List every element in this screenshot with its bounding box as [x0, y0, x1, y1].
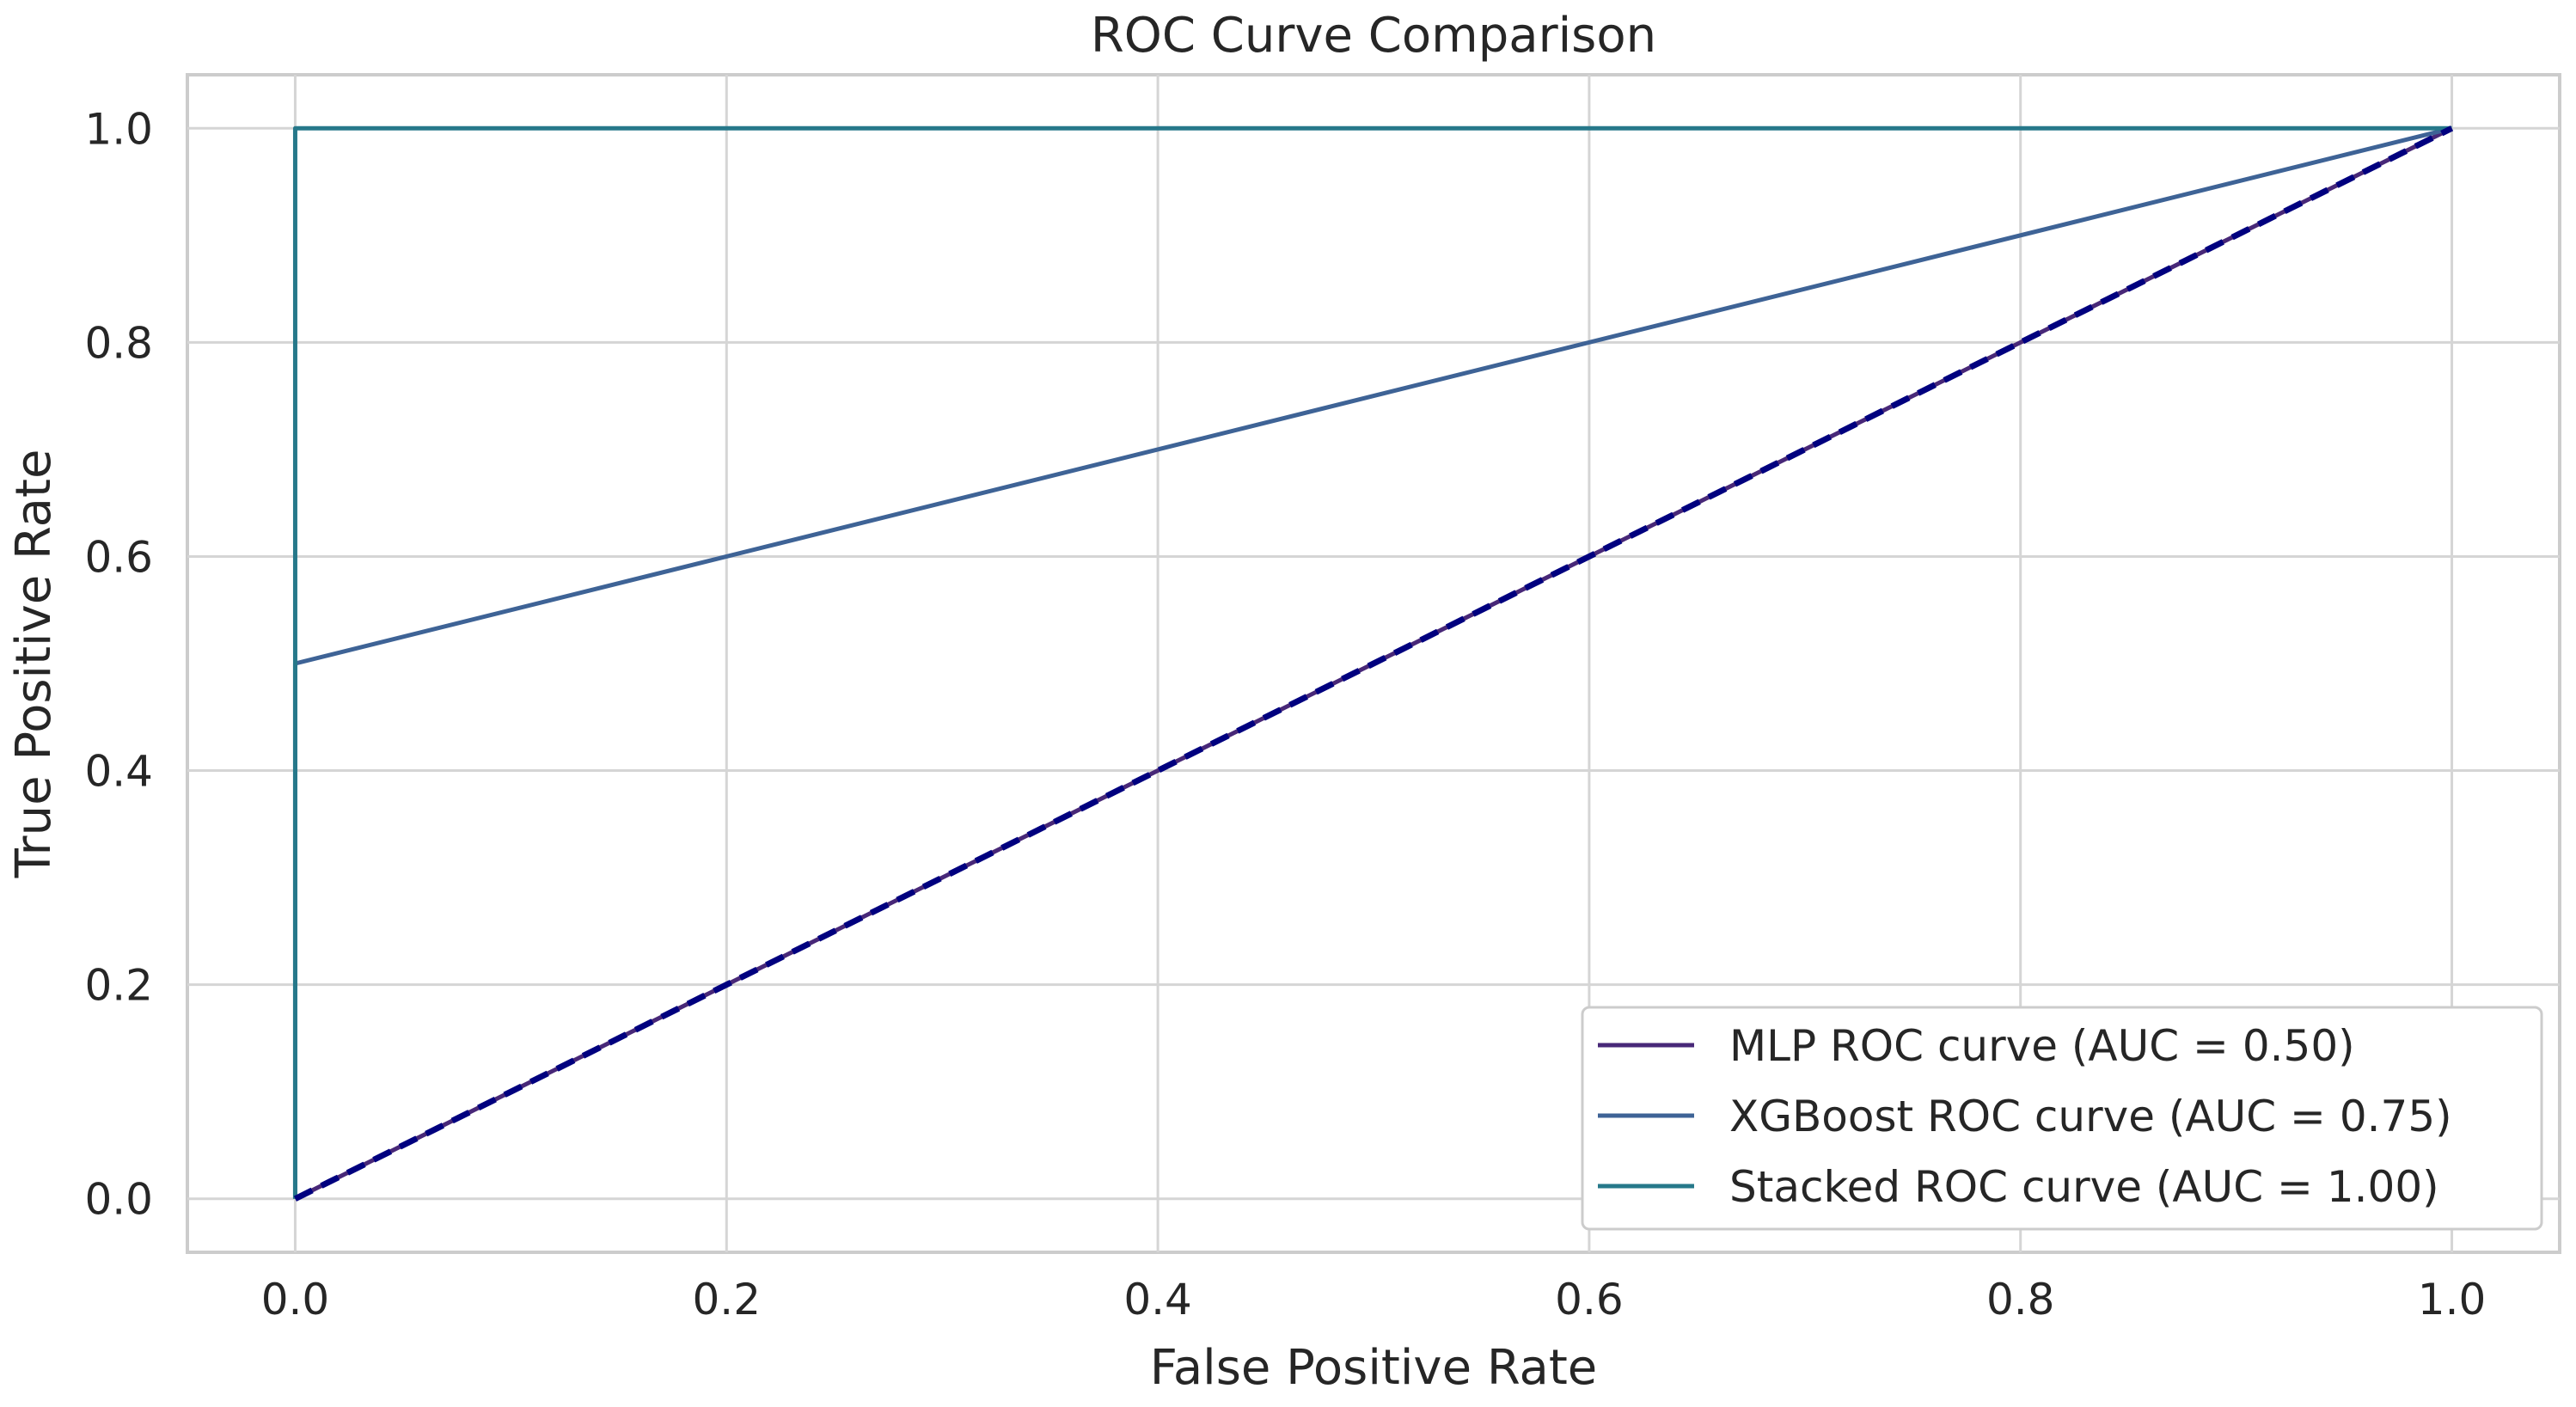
y-tick-label: 0.6: [84, 532, 153, 582]
legend-label-xgboost: XGBoost ROC curve (AUC = 0.75): [1729, 1092, 2452, 1141]
y-tick-label: 0.0: [84, 1175, 153, 1225]
legend: MLP ROC curve (AUC = 0.50) XGBoost ROC c…: [1581, 1006, 2543, 1231]
chart-title: ROC Curve Comparison: [1091, 8, 1656, 64]
legend-label-mlp: MLP ROC curve (AUC = 0.50): [1729, 1021, 2355, 1071]
legend-label-stacked: Stacked ROC curve (AUC = 1.00): [1729, 1162, 2439, 1212]
y-tick-label: 0.8: [84, 318, 153, 368]
x-tick-label: 0.4: [1123, 1275, 1192, 1324]
x-tick-label: 0.0: [261, 1275, 330, 1324]
series-layer: [292, 125, 2454, 1202]
reference-diagonal-line: [293, 125, 2454, 1202]
legend-box: [1581, 1006, 2543, 1231]
x-tick-label: 0.6: [1555, 1275, 1624, 1324]
y-axis-label: True Positive Rate: [6, 450, 62, 879]
y-axis-ticks: 0.0 0.2 0.4 0.6 0.8 1.0: [84, 104, 153, 1224]
x-tick-label: 0.8: [1986, 1275, 2055, 1324]
series-line-stacked: [292, 125, 2452, 1199]
x-axis-ticks: 0.0 0.2 0.4 0.6 0.8 1.0: [261, 1275, 2487, 1324]
x-tick-label: 0.2: [693, 1275, 762, 1324]
x-tick-label: 1.0: [2418, 1275, 2487, 1324]
y-tick-label: 0.2: [84, 961, 153, 1011]
y-tick-label: 1.0: [84, 104, 153, 154]
y-tick-label: 0.4: [84, 747, 153, 797]
x-axis-label: False Positive Rate: [1150, 1340, 1597, 1396]
